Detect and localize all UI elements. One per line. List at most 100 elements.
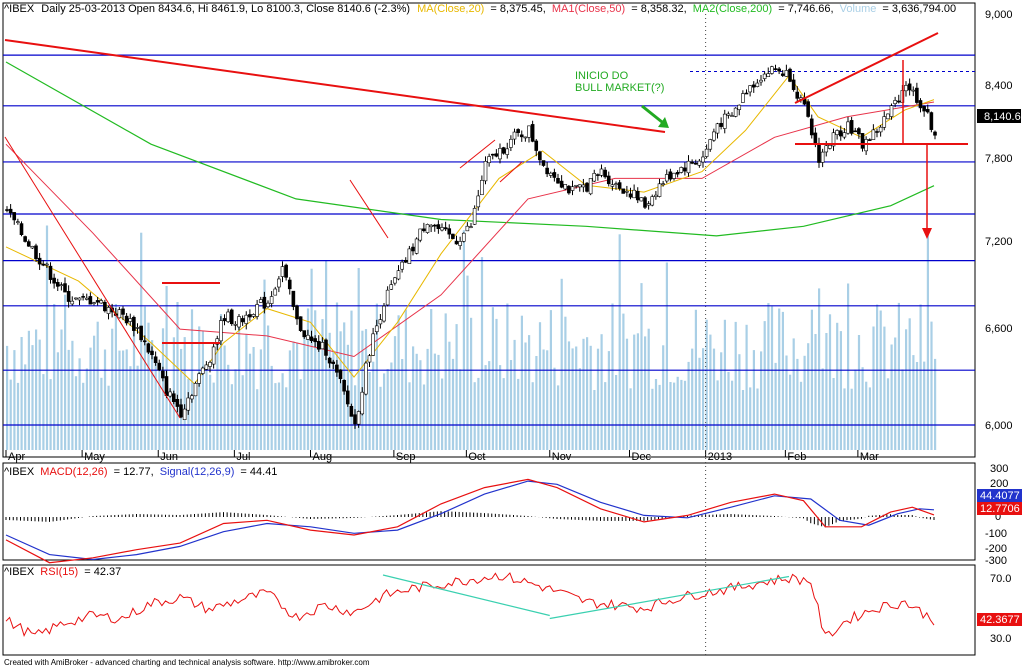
wedge-top-line [794,32,939,104]
candle-body [556,178,560,184]
candle-body [599,168,604,176]
volume-bar [502,378,505,450]
trendlines [4,32,968,419]
candle-body [400,261,404,270]
volume-bar [886,378,890,450]
volume-bar [299,379,302,450]
candle-body [215,338,220,345]
volume-bar [470,317,473,450]
volume-bar [82,382,85,450]
volume-bar [216,341,219,450]
candle-body [563,184,568,190]
candle-body [226,311,230,322]
candle-body [748,85,752,93]
volume-bar [198,326,201,450]
volume-bar [640,283,643,450]
volume-bar [38,339,41,450]
candle-body [585,182,589,192]
candle-body [672,172,676,179]
candle-body [5,209,9,211]
volume-bar [448,341,451,450]
candle-body [204,364,209,370]
rsi-tick-30: 30.0 [990,633,1011,645]
date-label: Sep [396,451,416,463]
candle-body [784,70,789,77]
volume-bar [662,345,665,450]
candle-body [255,304,259,317]
candle-body [8,208,13,214]
candle-body [929,112,934,130]
volume-bar [731,380,734,450]
candle-body [103,301,107,312]
signal-line [5,480,935,561]
volume-bar [716,380,719,450]
candle-body [480,180,484,196]
volume-bar [691,348,694,450]
volume-bar [223,345,226,450]
volume-bar [6,345,9,450]
candle-body [432,224,437,227]
volume-bar [339,331,342,450]
volume-bar [850,388,853,450]
volume-bar [807,343,810,450]
volume-bar [292,341,295,450]
candle-body [588,178,593,195]
signal-label: Signal(12,26,9) [160,466,235,478]
volume-bar [665,262,668,450]
candle-body [690,161,694,164]
volume-bar [792,338,795,450]
header-ma200-value: = 7,746.66, [778,3,833,15]
volume-bar [288,350,291,450]
header-ma50-value: = 8,358.32, [631,3,686,15]
rsi-label: RSI(15) [40,566,78,578]
candle-body [407,248,412,264]
date-label: Oct [468,451,485,463]
candle-body [153,356,158,364]
rsi-header: ^IBEX RSI(15) = 42.37 [4,566,121,578]
volume-bar [789,374,792,450]
candle-body [121,308,125,315]
candle-body [280,266,285,277]
candle-body [846,121,850,134]
signal-tag-box [977,489,1022,502]
candle-body [494,153,499,157]
candle-body [654,194,658,197]
candle-body [592,173,597,182]
candle-body [715,123,720,134]
candle-body [538,151,542,161]
volume-bar [745,324,748,450]
volume-bar [604,382,607,450]
volume-bar [752,350,755,450]
volume-bar [441,378,444,450]
candle-body [469,226,473,228]
volume-bar [709,334,712,450]
candle-body [124,315,129,324]
volume-bar [509,360,513,450]
volume-bar [571,348,574,450]
volume-bar [209,374,212,450]
volume-bar [491,307,494,450]
candle-body [650,196,655,206]
candle-body [284,264,288,278]
volume-bar [625,338,629,450]
date-axis: Apr May Jun Jul Aug Sep Oct Nov Dec 2013 Feb Mar [8,451,879,463]
volume-bar [103,349,107,450]
volume-bar [926,235,929,450]
volume-bar [796,358,799,450]
volume-bar [230,384,233,450]
volume-bar [444,313,447,450]
candle-body [258,299,263,303]
candle-body [269,296,274,304]
volume-bar [520,315,523,450]
candle-body [487,156,491,164]
volume-bar [480,257,484,450]
macd-tick-0: 0 [995,511,1001,523]
date-label: Nov [552,451,572,463]
volume-bar [495,318,498,450]
volume-bar [20,337,23,450]
volume-bar [781,311,784,450]
volume-bar [219,314,223,450]
candle-body [679,167,684,173]
rsi-trendline-up [549,575,790,620]
volume-bar [615,375,618,450]
